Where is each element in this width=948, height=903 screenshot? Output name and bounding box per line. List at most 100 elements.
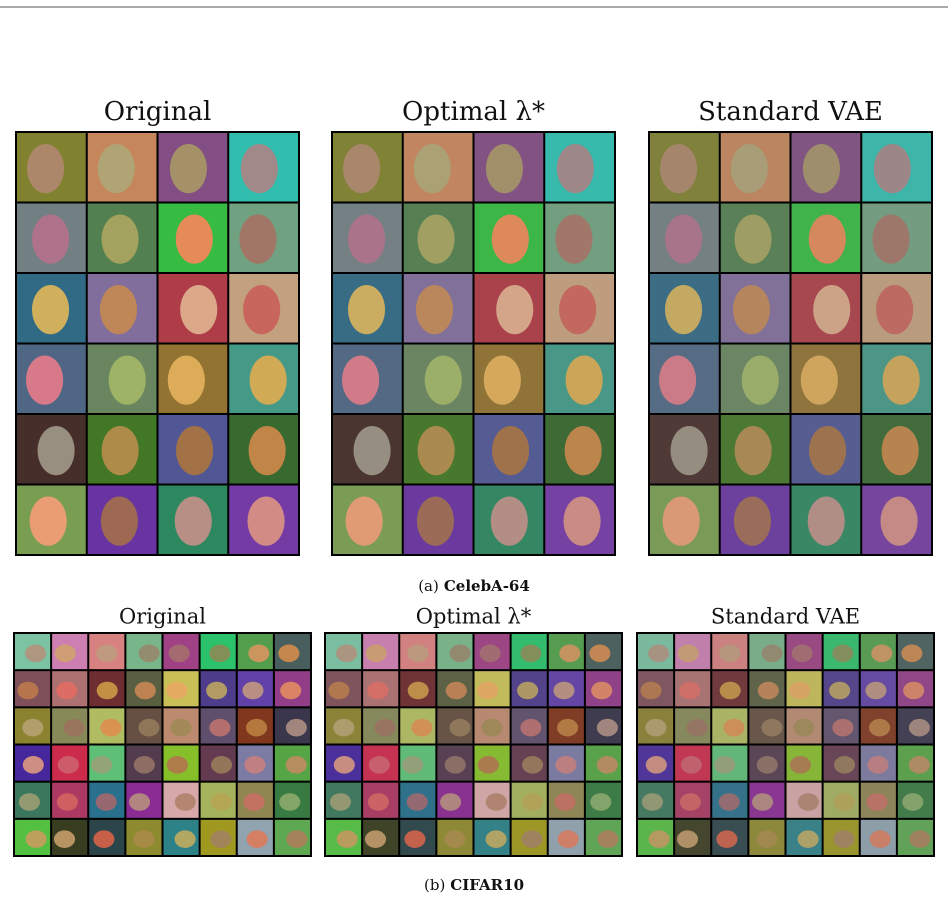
face xyxy=(730,143,768,194)
object xyxy=(96,681,118,700)
object xyxy=(867,756,889,774)
object xyxy=(757,681,779,700)
face xyxy=(239,214,277,264)
face xyxy=(413,143,451,194)
object xyxy=(404,830,426,848)
face xyxy=(247,496,285,546)
caption: (b) CIFAR10 xyxy=(424,876,524,894)
object xyxy=(168,644,190,663)
object xyxy=(679,793,701,811)
image-grid xyxy=(648,131,933,556)
object xyxy=(829,681,851,700)
face xyxy=(108,355,146,405)
face xyxy=(882,355,920,405)
object xyxy=(246,718,268,737)
object xyxy=(793,718,815,737)
face xyxy=(243,284,281,335)
face xyxy=(559,284,597,335)
object xyxy=(557,830,579,848)
face xyxy=(802,143,840,194)
object xyxy=(444,830,466,848)
face xyxy=(101,425,139,476)
object xyxy=(210,756,233,774)
grid-title: Original xyxy=(104,97,212,127)
face xyxy=(490,496,528,546)
caption-dataset: CelebA-64 xyxy=(444,577,530,595)
object xyxy=(865,681,887,700)
object xyxy=(521,756,544,774)
grid-background xyxy=(331,131,616,556)
object xyxy=(485,793,507,811)
object xyxy=(129,793,151,811)
object xyxy=(286,830,308,848)
object xyxy=(686,718,708,737)
object xyxy=(833,756,856,774)
face xyxy=(664,284,703,335)
grid-title: Standard VAE xyxy=(698,97,883,127)
object xyxy=(170,718,192,737)
face xyxy=(556,143,594,194)
object xyxy=(246,830,268,848)
object xyxy=(374,718,396,737)
object xyxy=(96,644,118,663)
object xyxy=(440,793,462,811)
face xyxy=(167,355,205,405)
object xyxy=(209,644,231,663)
object xyxy=(517,681,539,700)
object xyxy=(53,830,76,848)
face xyxy=(248,425,286,476)
object xyxy=(166,756,188,774)
face xyxy=(348,214,386,264)
object xyxy=(719,681,741,700)
grid-title: Optimal λ* xyxy=(416,605,532,629)
object xyxy=(640,681,662,700)
object xyxy=(557,718,579,737)
object xyxy=(485,830,507,848)
object xyxy=(481,718,503,737)
object xyxy=(648,644,670,663)
face xyxy=(734,214,772,264)
caption: (a) CelebA-64 xyxy=(418,577,530,595)
face xyxy=(26,355,64,405)
object xyxy=(280,681,302,700)
image-grid xyxy=(13,632,312,857)
face xyxy=(342,355,380,405)
object xyxy=(138,644,160,663)
face xyxy=(808,214,846,264)
object xyxy=(797,830,819,848)
object xyxy=(91,756,113,774)
object xyxy=(248,644,270,663)
face xyxy=(37,425,75,476)
object xyxy=(367,793,389,811)
face xyxy=(876,284,914,335)
object xyxy=(57,756,79,774)
object xyxy=(756,756,778,774)
face xyxy=(417,425,455,476)
object xyxy=(138,718,160,737)
object xyxy=(242,681,264,700)
object xyxy=(364,830,387,848)
object xyxy=(407,644,429,663)
object xyxy=(789,681,811,700)
face xyxy=(345,496,383,546)
face xyxy=(415,284,454,335)
face xyxy=(880,496,918,546)
face xyxy=(496,284,534,335)
object xyxy=(589,644,611,663)
object xyxy=(869,718,891,737)
object xyxy=(676,830,699,848)
object xyxy=(56,681,78,700)
image-grid xyxy=(15,131,300,556)
object xyxy=(22,756,44,774)
face xyxy=(29,496,67,546)
object xyxy=(832,644,854,663)
face xyxy=(660,143,698,194)
object xyxy=(559,644,581,663)
object xyxy=(402,756,424,774)
face xyxy=(174,496,212,546)
object xyxy=(25,644,47,663)
object xyxy=(367,681,389,700)
face xyxy=(416,496,454,546)
